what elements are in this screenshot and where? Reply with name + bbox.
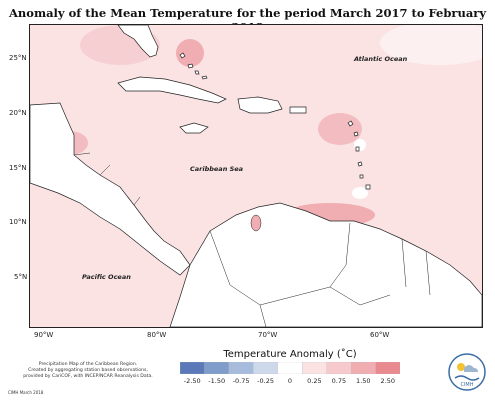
legend-tick-label: -0.25 — [257, 377, 275, 385]
anomaly-patch-atlantic-neutral — [380, 25, 482, 65]
country-borders — [73, 152, 431, 327]
lon-label-70w: 70°W — [258, 331, 278, 339]
legend-swatch — [326, 362, 352, 374]
legend-tick-label: -1.50 — [208, 377, 226, 385]
lesser-antilles — [347, 120, 371, 190]
landmasses — [30, 25, 482, 327]
legend-swatch — [180, 362, 205, 374]
lake-maracaibo — [250, 214, 262, 232]
puerto-rico — [289, 106, 307, 114]
central-america — [30, 102, 191, 276]
map-canvas — [30, 25, 482, 327]
lat-label-25n: 25°N — [9, 54, 27, 62]
cuba — [117, 76, 227, 104]
lat-label-5n: 5°N — [14, 273, 28, 281]
border-2 — [99, 164, 111, 176]
footnote: Precipitation Map of the Caribbean Regio… — [8, 362, 168, 380]
footnote-line: Created by aggregating station based obs… — [28, 368, 148, 373]
caribbean-sea-label: Caribbean Sea — [190, 165, 244, 173]
lon-label-90w: 90°W — [34, 331, 54, 339]
border-brazil — [259, 286, 331, 306]
logo-text: CIMH — [460, 382, 473, 388]
legend-swatch — [228, 362, 254, 374]
anomaly-patch-bahamas — [176, 39, 204, 67]
legend-tick-label: 1.50 — [356, 377, 371, 385]
atlantic-ocean-label: Atlantic Ocean — [354, 55, 408, 63]
legend-swatch — [375, 362, 400, 374]
cimh-logo-icon: CIMH — [448, 353, 486, 391]
legend-ticks: -2.50 -1.50 -0.75 -0.25 0 0.25 0.75 1.50 2.50 — [180, 377, 400, 387]
legend-colorbar — [180, 362, 400, 374]
hispaniola — [237, 96, 283, 114]
legend-tick-label: -2.50 — [183, 377, 201, 385]
legend-tick-label: 2.50 — [380, 377, 396, 385]
anomaly-patch-neutral-2 — [352, 187, 368, 199]
lon-label-60w: 60°W — [370, 331, 390, 339]
legend-tick-label: -0.75 — [232, 377, 250, 385]
legend-swatch — [302, 362, 328, 374]
border-3 — [133, 196, 141, 206]
lat-label-10n: 10°N — [9, 218, 27, 226]
lat-label-20n: 20°N — [9, 109, 27, 117]
jamaica — [179, 122, 209, 134]
footnote-line: provided by CariCOF, with INCEP/NCAR Rea… — [23, 374, 153, 379]
border-1 — [73, 152, 91, 156]
lat-label-15n: 15°N — [9, 164, 27, 172]
legend-tick-label: 0.25 — [307, 377, 322, 385]
pacific-ocean-label: Pacific Ocean — [82, 273, 131, 281]
legend-tick-label: 0.75 — [331, 377, 347, 385]
map-frame: Atlantic Ocean Caribbean Sea Pacific Oce… — [29, 24, 483, 328]
legend-swatch — [277, 362, 303, 374]
border-suriname-guiana — [425, 250, 431, 296]
legend-title: Temperature Anomaly (˚C) — [223, 349, 357, 360]
anomaly-patch-east-caribbean — [318, 113, 362, 145]
legend-tick-label: 0 — [287, 377, 293, 385]
lon-label-80w: 80°W — [147, 331, 167, 339]
border-colombia-venezuela — [209, 230, 267, 327]
footnote-line: Precipitation Map of the Caribbean Regio… — [38, 362, 138, 367]
border-guyana-suriname — [401, 238, 407, 288]
south-america — [169, 202, 482, 327]
legend-swatch — [350, 362, 377, 374]
florida — [117, 25, 159, 58]
bahamas — [179, 52, 208, 80]
credit: CIMH March 2018 — [8, 390, 44, 395]
legend-swatch — [253, 362, 279, 374]
legend-swatch — [204, 362, 230, 374]
